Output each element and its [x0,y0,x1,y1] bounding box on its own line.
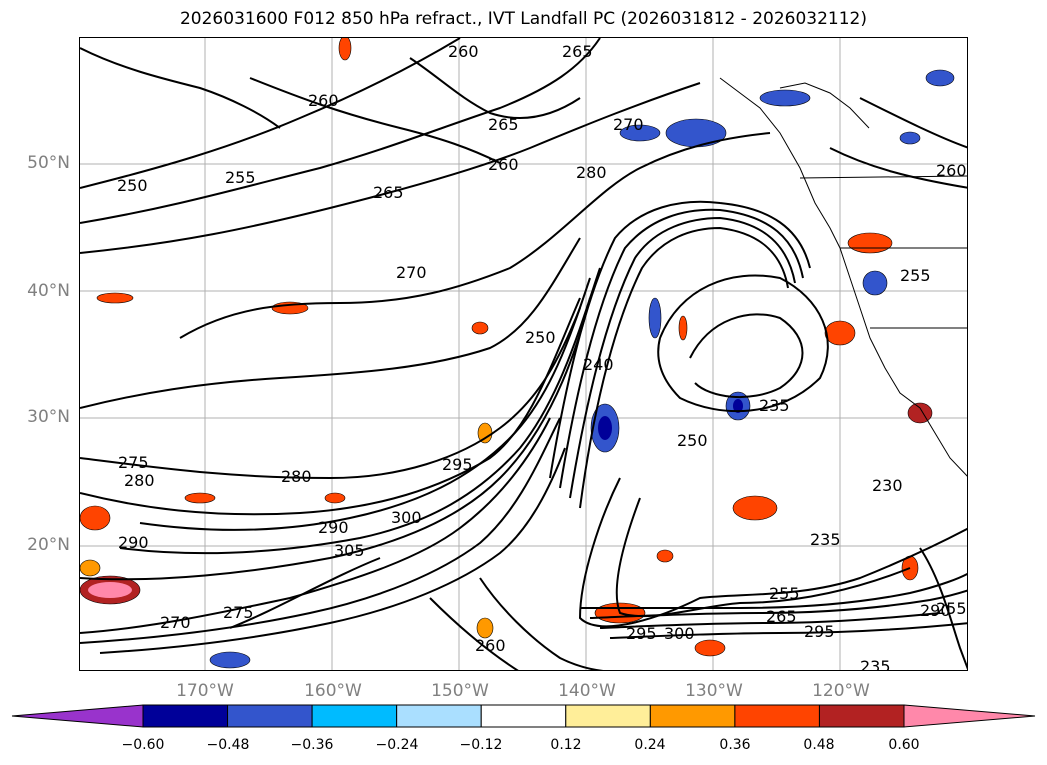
contour-label: 255 [769,584,800,603]
contour-label: 300 [391,508,422,527]
colorbar-segment [818,704,905,728]
lon-label-170w: 170°W [176,681,234,701]
contour-label: 260 [448,42,479,61]
lat-label-50n: 50°N [27,153,70,173]
colorbar-extend-max [903,704,1036,728]
lon-label-160w: 160°W [304,681,362,701]
contour-label: 260 [488,155,519,174]
contour-label: 275 [118,453,149,472]
refractivity-contours [80,38,967,670]
lon-label-140w: 140°W [558,681,616,701]
colorbar-segment [227,704,313,728]
map-svg: 260 265 260 265 270 260 280 250 255 265 … [80,38,967,671]
contour-label: 290 [920,601,951,620]
colorbar-segment [311,704,398,728]
contour-label: 275 [223,603,254,622]
contour-label: 250 [117,176,148,195]
contour-label: 250 [525,328,556,347]
contour-label: 295 [804,622,835,641]
contour-label: 270 [396,263,427,282]
contour-label: 300 [664,624,695,643]
map-plot-area: 260 265 260 265 270 260 280 250 255 265 … [79,37,968,671]
map-title: 2026031600 F012 850 hPa refract., IVT La… [179,9,867,29]
contour-label: 255 [936,599,967,618]
colorbar-segment [649,704,736,728]
contour-label: 265 [766,607,797,626]
contour-label: 305 [334,541,365,560]
colorbar-segment [734,704,820,728]
colorbar-tick-label: 0.24 [634,737,666,753]
colorbar-tick-label: −0.24 [375,737,419,753]
contour-label: 260 [308,91,339,110]
contour-label: 265 [488,115,519,134]
contour-label: 240 [583,355,614,374]
contour-label: 295 [442,455,473,474]
contour-label: 290 [118,533,149,552]
colorbar-segment [565,704,651,728]
contour-label: 235 [860,657,891,671]
lon-label-120w: 120°W [812,681,870,701]
contour-label: 260 [936,161,967,180]
contour-label: 230 [872,476,903,495]
lat-label-40n: 40°N [27,281,70,301]
coastlines [719,77,967,477]
colorbar-tick-label: −0.48 [206,737,250,753]
colorbar-tick-label: −0.36 [290,737,334,753]
colorbar-tick-label: 0.60 [888,737,920,753]
lon-label-150w: 150°W [431,681,489,701]
lat-label-30n: 30°N [27,407,70,427]
contour-label: 260 [475,636,506,655]
contour-label: 255 [225,168,256,187]
colorbar-tick-label: −0.60 [121,737,165,753]
contour-label: 235 [759,396,790,415]
contour-label: 295 [626,624,657,643]
contour-label: 270 [160,613,191,632]
contour-label: 280 [576,163,607,182]
colorbar-segment [142,704,229,728]
colorbar-segment [396,704,482,728]
colorbar-tick-label: 0.48 [803,737,835,753]
shaded-anomalies [80,38,955,669]
colorbar-tick-label: 0.12 [550,737,582,753]
contour-label: 270 [613,115,644,134]
contour-label: 290 [318,518,349,537]
lon-label-130w: 130°W [685,681,743,701]
contour-label: 250 [677,431,708,450]
colorbar-extend-min [11,704,144,728]
contour-label: 280 [281,467,312,486]
contour-label: 255 [900,266,931,285]
colorbar-segment [480,704,567,728]
map-gridlines [80,38,967,670]
colorbar [11,704,1036,728]
contour-label: 235 [810,530,841,549]
colorbar-tick-label: −0.12 [459,737,503,753]
contour-label: 280 [124,471,155,490]
lat-label-20n: 20°N [27,535,70,555]
contour-labels: 260 265 260 265 270 260 280 250 255 265 … [117,42,967,671]
colorbar-tick-label: 0.36 [719,737,751,753]
contour-label: 265 [562,42,593,61]
contour-label: 265 [373,183,404,202]
